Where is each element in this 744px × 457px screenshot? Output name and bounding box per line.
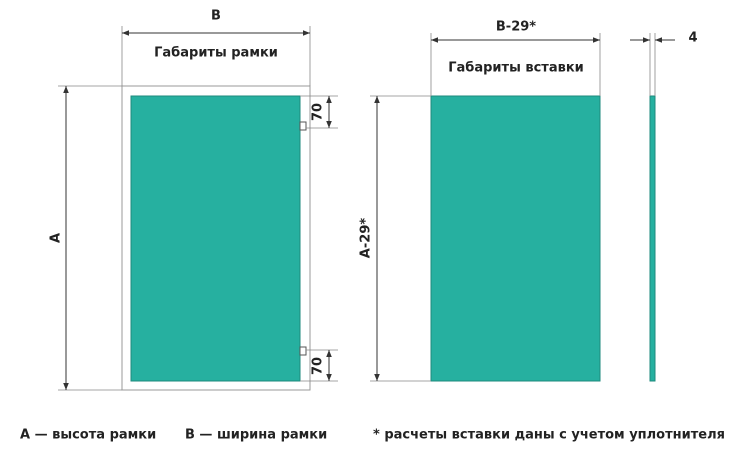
insert-thickness: 4 bbox=[688, 31, 697, 46]
insert-height-dim bbox=[370, 95, 431, 382]
frame-outline bbox=[121, 85, 311, 391]
hinge bbox=[299, 346, 307, 356]
insert-width-label: В-29* bbox=[496, 20, 536, 35]
frame-width-dim bbox=[121, 26, 311, 86]
hinge-top-offset: 70 bbox=[311, 103, 326, 121]
hinge bbox=[299, 121, 307, 131]
frame-width-label: В bbox=[211, 9, 221, 24]
insert-title: Габариты вставки bbox=[448, 61, 584, 76]
insert-panel bbox=[430, 95, 601, 382]
frame-panel bbox=[130, 95, 301, 382]
legend-item: * расчеты вставки даны с учетом уплотнит… bbox=[373, 428, 725, 443]
legend-item: А — высота рамки bbox=[20, 428, 156, 443]
frame-title: Габариты рамки bbox=[154, 46, 278, 61]
insert-height-label: А-29* bbox=[359, 218, 374, 259]
frame-height-dim bbox=[58, 85, 122, 391]
insert-width-dim bbox=[430, 33, 601, 96]
hinge-dims bbox=[300, 95, 338, 382]
insert-side bbox=[649, 95, 656, 382]
frame-height-label: А bbox=[49, 233, 64, 243]
thickness-dim bbox=[630, 33, 675, 96]
legend-item: В — ширина рамки bbox=[185, 428, 327, 443]
hinge-bottom-offset: 70 bbox=[311, 357, 326, 375]
